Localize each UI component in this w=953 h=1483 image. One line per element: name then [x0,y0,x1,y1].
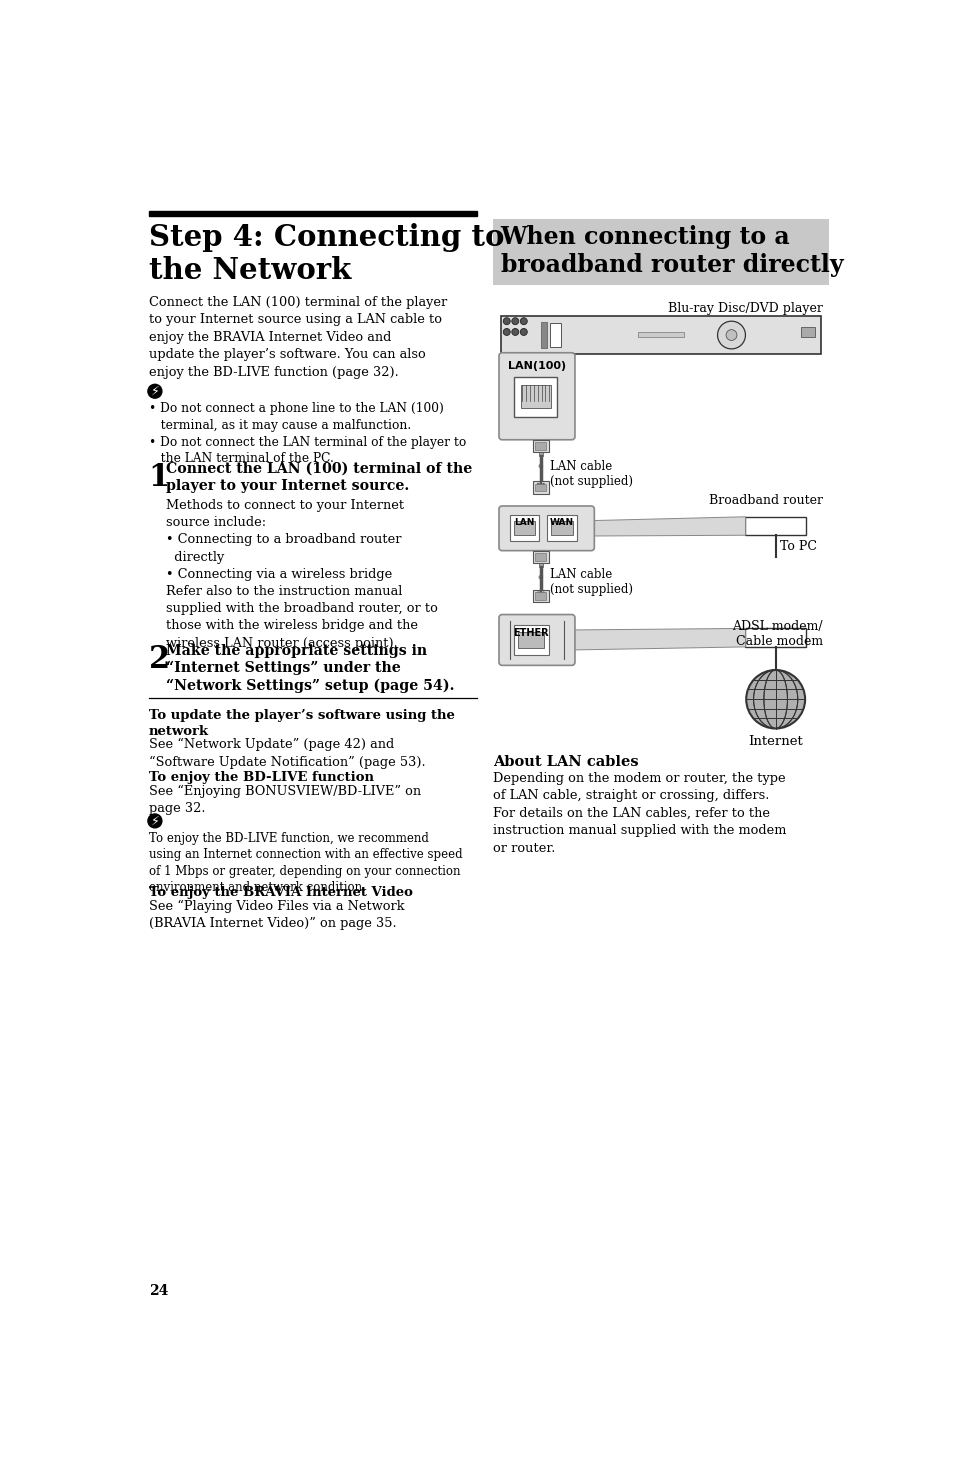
Text: To enjoy the BRAVIA Internet Video: To enjoy the BRAVIA Internet Video [149,885,412,899]
Bar [550,323,560,347]
Bar [744,629,805,647]
Text: ⚡: ⚡ [151,384,159,397]
Bar [546,515,576,541]
Text: ⚡: ⚡ [151,814,159,828]
Bar [517,632,543,648]
Bar [535,592,546,601]
Circle shape [537,464,542,469]
Polygon shape [591,516,744,535]
Circle shape [511,317,518,325]
Text: To enjoy the BD-LIVE function: To enjoy the BD-LIVE function [149,771,374,785]
Bar [535,483,546,491]
Bar [537,564,542,567]
Text: • Do not connect a phone line to the LAN (100)
   terminal, as it may cause a ma: • Do not connect a phone line to the LAN… [149,402,465,466]
FancyBboxPatch shape [498,353,575,440]
Text: See “Playing Video Files via a Network
(BRAVIA Internet Video)” on page 35.: See “Playing Video Files via a Network (… [149,900,404,930]
Text: 1: 1 [149,463,170,492]
FancyBboxPatch shape [498,506,594,550]
Bar [535,553,546,561]
Circle shape [148,384,162,397]
Polygon shape [571,629,744,650]
Bar [535,442,546,449]
Text: Step 4: Connecting to
the Network: Step 4: Connecting to the Network [149,222,503,285]
Circle shape [725,329,736,341]
Circle shape [148,814,162,828]
Bar [533,440,548,452]
Text: LAN: LAN [514,518,535,526]
Text: Broadband router: Broadband router [708,494,822,507]
Bar [533,482,548,494]
Bar [537,452,542,455]
Text: ADSL modem/
Cable modem: ADSL modem/ Cable modem [732,620,822,648]
Circle shape [503,317,510,325]
Circle shape [503,329,510,335]
Bar [533,550,548,564]
Bar [550,522,572,535]
Bar [509,515,538,541]
Text: Connect the LAN (100) terminal of the
player to your Internet source.: Connect the LAN (100) terminal of the pl… [166,463,472,494]
Circle shape [519,317,527,325]
Bar [493,219,828,285]
Text: ETHER: ETHER [513,627,548,638]
Text: LAN cable
(not supplied): LAN cable (not supplied) [550,460,633,488]
Text: 24: 24 [149,1284,168,1298]
Bar [514,377,557,417]
Text: See “Enjoying BONUSVIEW/BD-LIVE” on
page 32.: See “Enjoying BONUSVIEW/BD-LIVE” on page… [149,785,420,816]
Bar [540,322,546,349]
Text: See “Network Update” (page 42) and
“Software Update Notification” (page 53).: See “Network Update” (page 42) and “Soft… [149,737,425,768]
FancyBboxPatch shape [498,614,575,666]
Text: To update the player’s software using the
network: To update the player’s software using th… [149,709,454,739]
Text: 2: 2 [149,644,170,675]
Circle shape [537,575,542,580]
Text: Blu-ray Disc/DVD player: Blu-ray Disc/DVD player [667,303,822,314]
Text: Methods to connect to your Internet
source include:
• Connecting to a broadband : Methods to connect to your Internet sour… [166,500,437,650]
Polygon shape [503,354,570,356]
Bar [500,316,821,354]
Bar [513,522,535,535]
Text: To PC: To PC [780,540,817,553]
Text: About LAN cables: About LAN cables [493,755,638,768]
Text: LAN cable
(not supplied): LAN cable (not supplied) [550,568,633,596]
Bar [520,386,550,408]
Circle shape [511,329,518,335]
Bar [513,626,548,654]
Circle shape [519,329,527,335]
Text: Internet: Internet [747,734,802,747]
Text: WAN: WAN [549,518,574,526]
Bar [149,211,476,217]
Bar [744,516,805,535]
Bar [637,332,683,337]
Text: LAN(100): LAN(100) [508,362,566,371]
Text: Depending on the modem or router, the type
of LAN cable, straight or crossing, d: Depending on the modem or router, the ty… [493,771,785,854]
Circle shape [745,670,804,728]
Bar [533,590,548,602]
Text: When connecting to a
broadband router directly: When connecting to a broadband router di… [500,225,842,277]
Text: To enjoy the BD-LIVE function, we recommend
using an Internet connection with an: To enjoy the BD-LIVE function, we recomm… [149,832,462,894]
Bar [801,326,815,337]
Text: Connect the LAN (100) terminal of the player
to your Internet source using a LAN: Connect the LAN (100) terminal of the pl… [149,295,447,378]
Text: Make the appropriate settings in
“Internet Settings” under the
“Network Settings: Make the appropriate settings in “Intern… [166,644,454,693]
Circle shape [717,322,744,349]
